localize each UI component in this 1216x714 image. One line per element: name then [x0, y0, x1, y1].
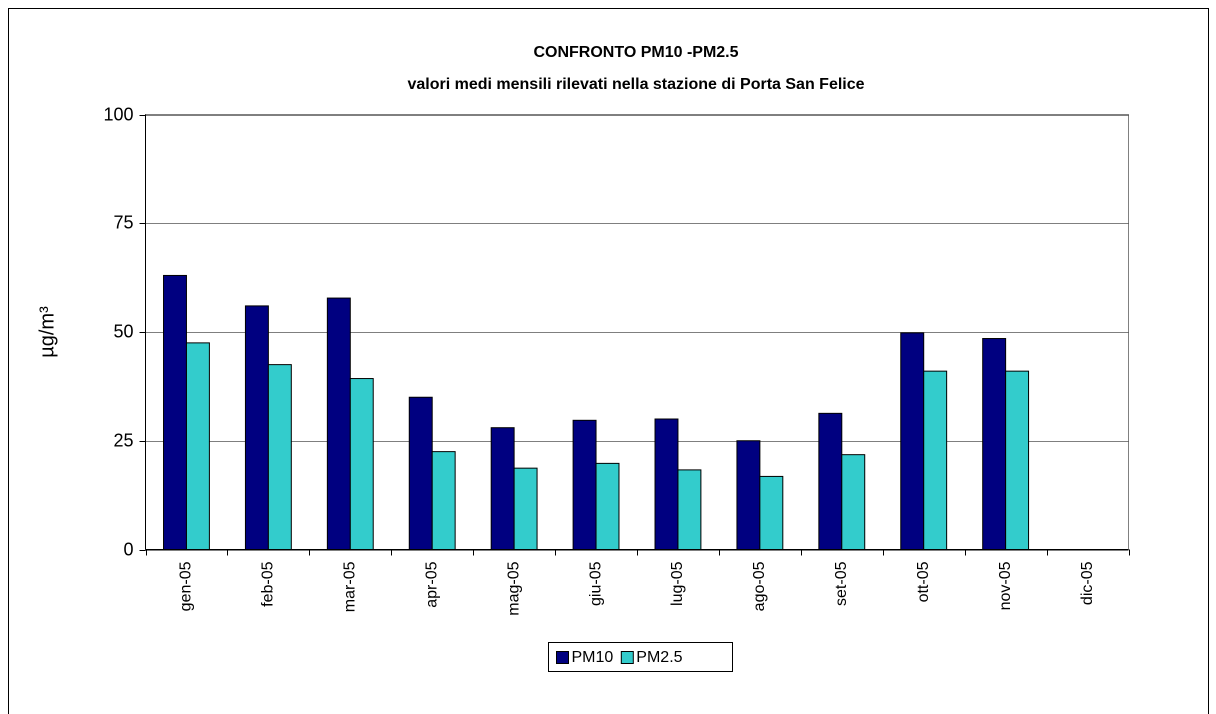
bar: [326, 297, 351, 550]
bar: [431, 451, 456, 550]
legend-swatch: [556, 651, 569, 664]
chart-title: CONFRONTO PM10 -PM2.5: [533, 44, 738, 61]
bar: [818, 412, 843, 550]
bar: [1005, 370, 1030, 550]
bar: [408, 396, 433, 550]
legend-label: PM10: [572, 649, 614, 666]
bar: [923, 370, 948, 550]
x-tick-label: ott-05: [915, 561, 932, 602]
x-tick-label: giu-05: [587, 561, 604, 606]
bar: [654, 418, 679, 550]
bar: [513, 467, 538, 550]
bar: [841, 454, 866, 551]
y-axis-label: µg/m³: [36, 306, 58, 358]
bar: [759, 475, 784, 551]
x-tick-label: feb-05: [260, 561, 277, 606]
bar: [595, 462, 620, 550]
x-tick-label: gen-05: [178, 561, 195, 611]
x-tick-label: dic-05: [1079, 561, 1096, 605]
x-tick-label: apr-05: [423, 561, 440, 607]
bar: [349, 378, 374, 551]
bar: [736, 440, 761, 550]
y-tick-label: 0: [123, 539, 133, 559]
y-tick-label: 100: [103, 104, 133, 124]
bar: [572, 419, 597, 550]
y-tick-label: 25: [113, 430, 133, 450]
x-tick-label: lug-05: [669, 561, 686, 606]
x-tick-label: set-05: [833, 561, 850, 606]
bar: [267, 364, 292, 550]
legend-swatch: [620, 651, 634, 664]
legend-box: [548, 642, 733, 672]
x-tick-label: ago-05: [751, 561, 768, 611]
x-tick-label: nov-05: [997, 561, 1014, 610]
legend-label: PM2.5: [636, 649, 682, 666]
bar: [677, 469, 702, 550]
y-tick-label: 75: [113, 212, 133, 232]
y-tick-label: 50: [113, 321, 133, 341]
bar: [244, 305, 269, 550]
chart-subtitle: valori medi mensili rilevati nella stazi…: [407, 76, 864, 93]
x-tick-label: mar-05: [342, 561, 359, 612]
plot-area: [145, 114, 1129, 550]
bar: [900, 332, 925, 550]
x-tick-label: mag-05: [505, 561, 522, 615]
bar: [490, 427, 515, 551]
bar: [982, 338, 1007, 550]
bar: [185, 342, 210, 550]
bar: [163, 274, 187, 550]
